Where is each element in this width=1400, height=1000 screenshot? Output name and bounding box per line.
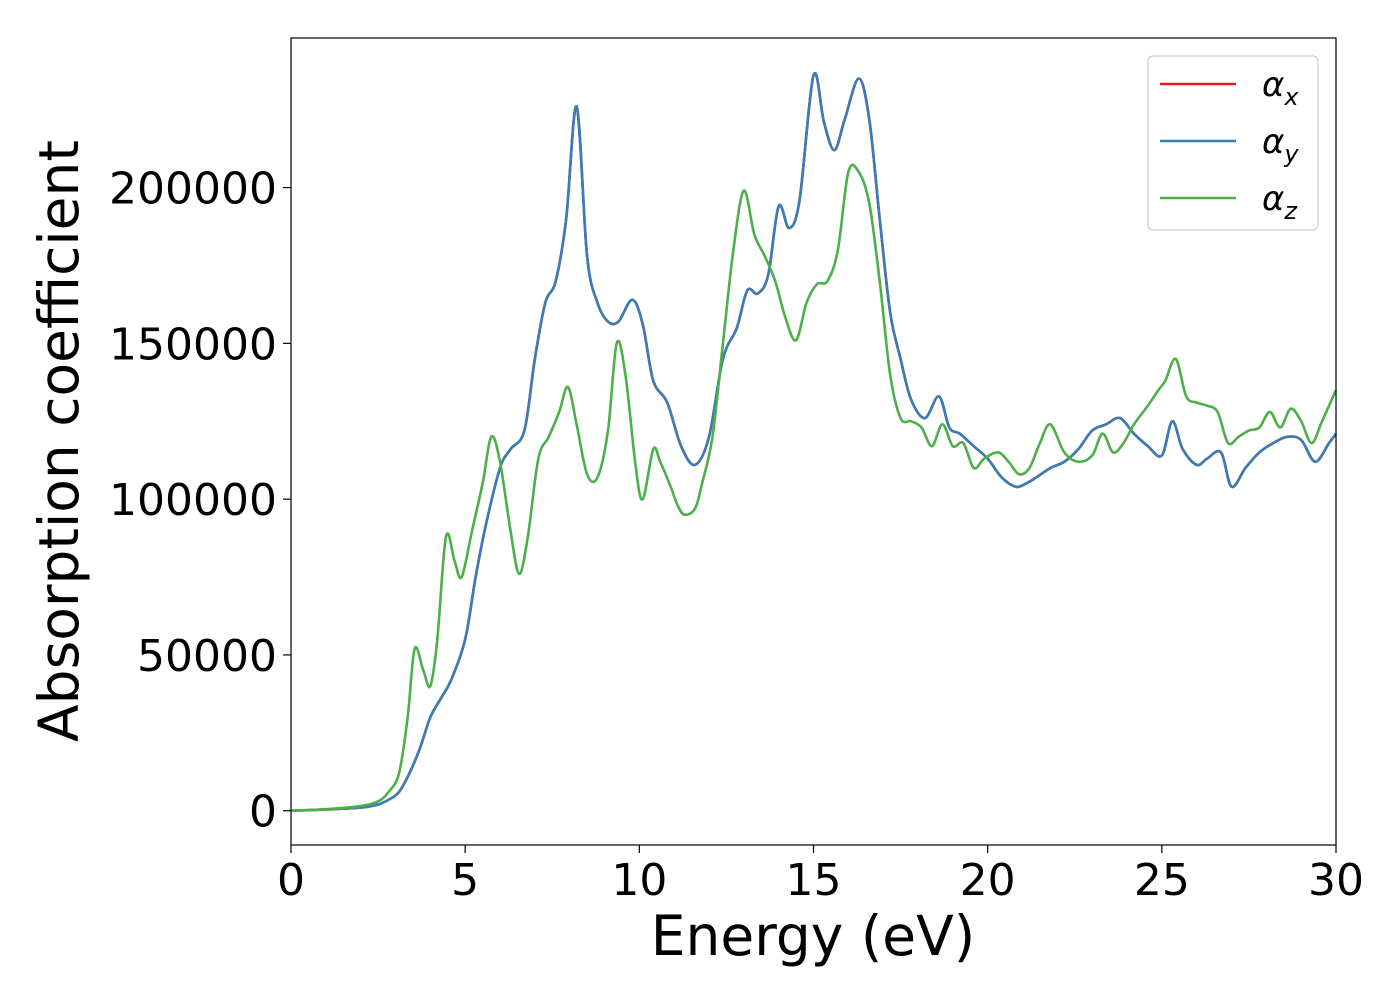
x-tick-label: 25 (1134, 855, 1190, 906)
x-tick-label: 0 (277, 855, 305, 906)
y-tick-label: 50000 (137, 631, 277, 682)
y-tick-label: 200000 (109, 164, 277, 215)
y-tick-label: 0 (249, 787, 277, 838)
x-axis: 0 5 10 15 20 25 30 (277, 845, 1364, 906)
legend-label-2: αy (1262, 122, 1299, 168)
x-tick-label: 15 (786, 855, 842, 906)
legend-label-1: αx (1262, 65, 1299, 111)
y-tick-label: 150000 (109, 319, 277, 370)
legend-box (1147, 55, 1319, 231)
y-axis: 0 50000 100000 150000 200000 (109, 164, 291, 838)
y-tick-label: 100000 (109, 475, 277, 526)
x-tick-label: 5 (451, 855, 479, 906)
x-tick-label: 10 (611, 855, 667, 906)
x-tick-label: 30 (1308, 855, 1364, 906)
x-axis-label: Energy (eV) (651, 904, 975, 968)
x-tick-label: 20 (960, 855, 1016, 906)
y-axis-label: Absorption coefficient (27, 140, 91, 742)
series-layer (290, 71, 1338, 813)
legend: αx αy αz (1147, 55, 1319, 231)
series-line-3 (290, 163, 1338, 813)
legend-label-3: αz (1262, 179, 1298, 225)
